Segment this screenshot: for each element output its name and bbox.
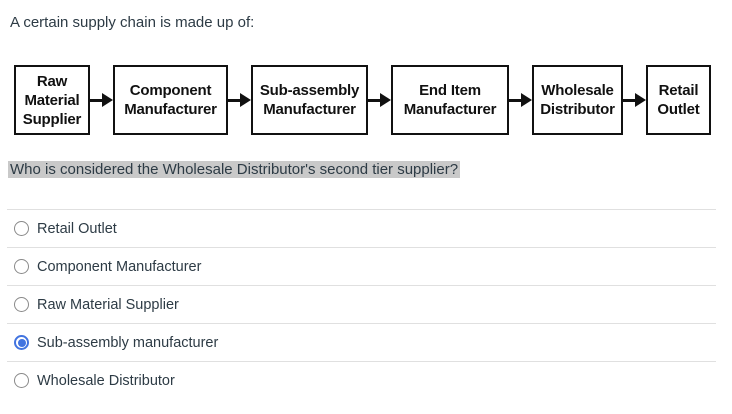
quiz-question-page: A certain supply chain is made up of: Ra… (7, 14, 732, 399)
supply-chain-diagram: Raw Material Supplier Component Manufact… (14, 65, 732, 135)
highlighted-question-text: Who is considered the Wholesale Distribu… (8, 161, 461, 178)
arrow-shaft (228, 98, 240, 102)
option-row-component-manufacturer[interactable]: Component Manufacturer (7, 247, 716, 285)
arrow-shaft (368, 98, 380, 102)
option-label: Retail Outlet (37, 220, 117, 237)
arrow-head (521, 93, 532, 107)
arrow-right-icon (623, 93, 646, 107)
option-row-retail-outlet[interactable]: Retail Outlet (7, 209, 716, 247)
option-row-raw-material-supplier[interactable]: Raw Material Supplier (7, 285, 716, 323)
question-text: Who is considered the Wholesale Distribu… (8, 158, 732, 181)
arrow-shaft (623, 98, 635, 102)
diagram-node-raw-material-supplier: Raw Material Supplier (14, 65, 90, 135)
arrow-head (102, 93, 113, 107)
arrow-head (240, 93, 251, 107)
option-label: Component Manufacturer (37, 258, 202, 275)
answer-options-list: Retail Outlet Component Manufacturer Raw… (7, 209, 716, 399)
question-intro-text: A certain supply chain is made up of: (10, 14, 255, 31)
diagram-node-end-item-manufacturer: End Item Manufacturer (391, 65, 509, 135)
arrow-shaft (90, 98, 102, 102)
arrow-right-icon (509, 93, 532, 107)
arrow-head (380, 93, 391, 107)
diagram-node-retail-outlet: Retail Outlet (646, 65, 711, 135)
diagram-node-sub-assembly-manufacturer: Sub-assembly Manufacturer (251, 65, 368, 135)
option-label: Sub-assembly manufacturer (37, 334, 219, 351)
option-label: Wholesale Distributor (37, 372, 175, 389)
option-row-sub-assembly-manufacturer[interactable]: Sub-assembly manufacturer (7, 323, 716, 361)
option-row-wholesale-distributor[interactable]: Wholesale Distributor (7, 361, 716, 399)
option-label: Raw Material Supplier (37, 296, 179, 313)
diagram-node-component-manufacturer: Component Manufacturer (113, 65, 228, 135)
arrow-right-icon (368, 93, 391, 107)
arrow-right-icon (228, 93, 251, 107)
radio-button-icon[interactable] (14, 297, 29, 312)
diagram-node-wholesale-distributor: Wholesale Distributor (532, 65, 623, 135)
radio-button-icon[interactable] (14, 335, 29, 350)
radio-button-icon[interactable] (14, 373, 29, 388)
arrow-head (635, 93, 646, 107)
radio-button-icon[interactable] (14, 221, 29, 236)
arrow-shaft (509, 98, 521, 102)
radio-button-icon[interactable] (14, 259, 29, 274)
arrow-right-icon (90, 93, 113, 107)
